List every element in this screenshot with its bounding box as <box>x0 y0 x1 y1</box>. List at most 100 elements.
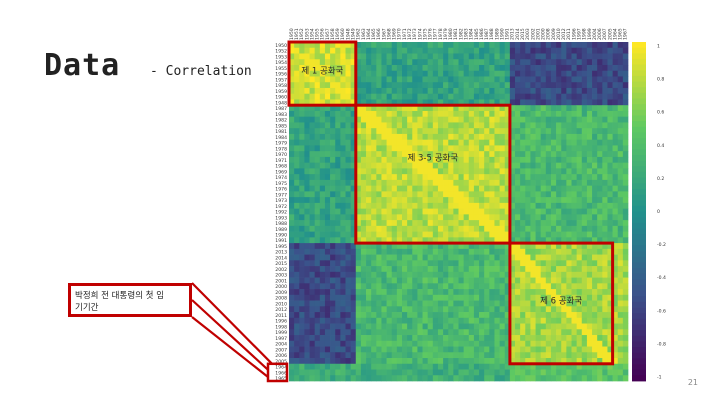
callout-box: 박정희 전 대통령의 첫 임 기기간 <box>68 283 192 317</box>
heatmap-cell <box>376 208 382 215</box>
heatmap-cell <box>417 231 423 238</box>
heatmap-cell <box>417 358 423 365</box>
heatmap-cell <box>458 70 464 77</box>
heatmap-cell <box>550 231 557 238</box>
heatmap-cell <box>340 283 346 290</box>
heatmap-cell <box>617 260 624 267</box>
heatmap-cell <box>494 277 500 284</box>
heatmap-cell <box>463 358 470 365</box>
heatmap-cell <box>520 231 526 238</box>
heatmap-cell <box>509 312 516 319</box>
heatmap-cell <box>530 116 536 123</box>
heatmap-cell <box>586 197 593 204</box>
heatmap-cell <box>468 110 475 118</box>
heatmap-cell <box>366 312 372 319</box>
callout-text: 박정희 전 대통령의 첫 임 기기간 <box>75 290 164 314</box>
heatmap-cell <box>592 329 598 336</box>
heatmap-cell <box>350 220 357 227</box>
heatmap-cell <box>417 168 423 175</box>
heatmap-cell <box>350 294 357 301</box>
heatmap-cell <box>525 283 531 290</box>
heatmap-cell <box>602 225 608 232</box>
heatmap-cell <box>586 271 593 278</box>
heatmap-cell <box>571 312 577 319</box>
heatmap-cell <box>427 220 434 227</box>
heatmap-cell <box>319 53 326 60</box>
heatmap-cell <box>479 335 485 342</box>
heatmap-cell <box>330 139 336 146</box>
heatmap-cell <box>597 168 603 175</box>
heatmap-cell <box>602 99 608 106</box>
heatmap-cell <box>417 306 423 313</box>
heatmap-cell <box>453 294 459 301</box>
heatmap-cell <box>448 260 454 267</box>
heatmap-cell <box>520 306 526 313</box>
heatmap-cell <box>371 145 377 152</box>
colorbar-tick: 0.2 <box>657 176 664 182</box>
heatmap-cell <box>612 300 619 307</box>
heatmap-cell <box>289 156 295 164</box>
heatmap-cell <box>586 162 593 169</box>
heatmap-cell <box>515 335 521 342</box>
heatmap-cell <box>509 369 516 376</box>
heatmap-cell <box>463 133 470 141</box>
heatmap-cell <box>448 220 454 227</box>
heatmap-cell <box>402 53 408 60</box>
heatmap-cell <box>550 208 557 215</box>
heatmap-cell <box>468 128 475 135</box>
heatmap-cell <box>494 329 500 336</box>
heatmap-cell <box>622 64 629 72</box>
heatmap-cell <box>581 289 588 296</box>
heatmap-cell <box>468 64 475 72</box>
col-label: 1977 <box>433 28 439 40</box>
heatmap-cell <box>499 139 506 146</box>
heatmap-cell <box>309 283 316 290</box>
heatmap-cell <box>381 208 387 215</box>
heatmap-cell <box>607 237 613 244</box>
heatmap-cell <box>437 202 444 209</box>
heatmap-cell <box>289 363 295 370</box>
heatmap-cell <box>540 99 547 106</box>
heatmap-cell <box>386 105 393 112</box>
heatmap-cell <box>561 289 567 296</box>
heatmap-cell <box>376 260 382 267</box>
heatmap-cell <box>612 214 619 221</box>
heatmap-cell <box>345 306 351 313</box>
heatmap-cell <box>376 70 382 77</box>
heatmap-cell <box>571 174 577 181</box>
heatmap-cell <box>494 208 500 215</box>
heatmap-cell <box>592 76 598 83</box>
heatmap-cell <box>396 168 403 175</box>
heatmap-cell <box>489 231 495 238</box>
heatmap-cell <box>412 375 418 382</box>
heatmap-cell <box>617 317 624 324</box>
heatmap-cell <box>371 110 377 118</box>
heatmap-cell <box>448 283 454 290</box>
heatmap-cell <box>304 70 310 77</box>
heatmap-cell <box>366 369 372 376</box>
heatmap-cell <box>299 42 305 49</box>
heatmap-cell <box>417 133 423 141</box>
heatmap-cell <box>453 99 459 106</box>
heatmap-cell <box>473 179 480 186</box>
heatmap-cell <box>499 358 506 365</box>
heatmap-cell <box>463 110 470 118</box>
heatmap-cell <box>294 220 300 227</box>
heatmap-cell <box>617 191 624 198</box>
heatmap-cell <box>443 260 449 267</box>
heatmap-cell <box>340 323 346 330</box>
heatmap-cell <box>458 225 464 232</box>
heatmap-cell <box>484 202 490 209</box>
heatmap-cell <box>586 42 593 49</box>
row-label: 1957 <box>275 77 287 83</box>
heatmap-cell <box>299 363 305 370</box>
heatmap-cell <box>396 306 403 313</box>
heatmap-cell <box>407 289 413 296</box>
heatmap-cell <box>355 93 362 100</box>
heatmap-cell <box>366 248 372 255</box>
heatmap-cell <box>515 76 521 83</box>
heatmap-cell <box>391 248 398 255</box>
row-label: 1969 <box>275 169 287 175</box>
heatmap-cell <box>566 323 572 330</box>
heatmap-cell <box>314 369 321 376</box>
